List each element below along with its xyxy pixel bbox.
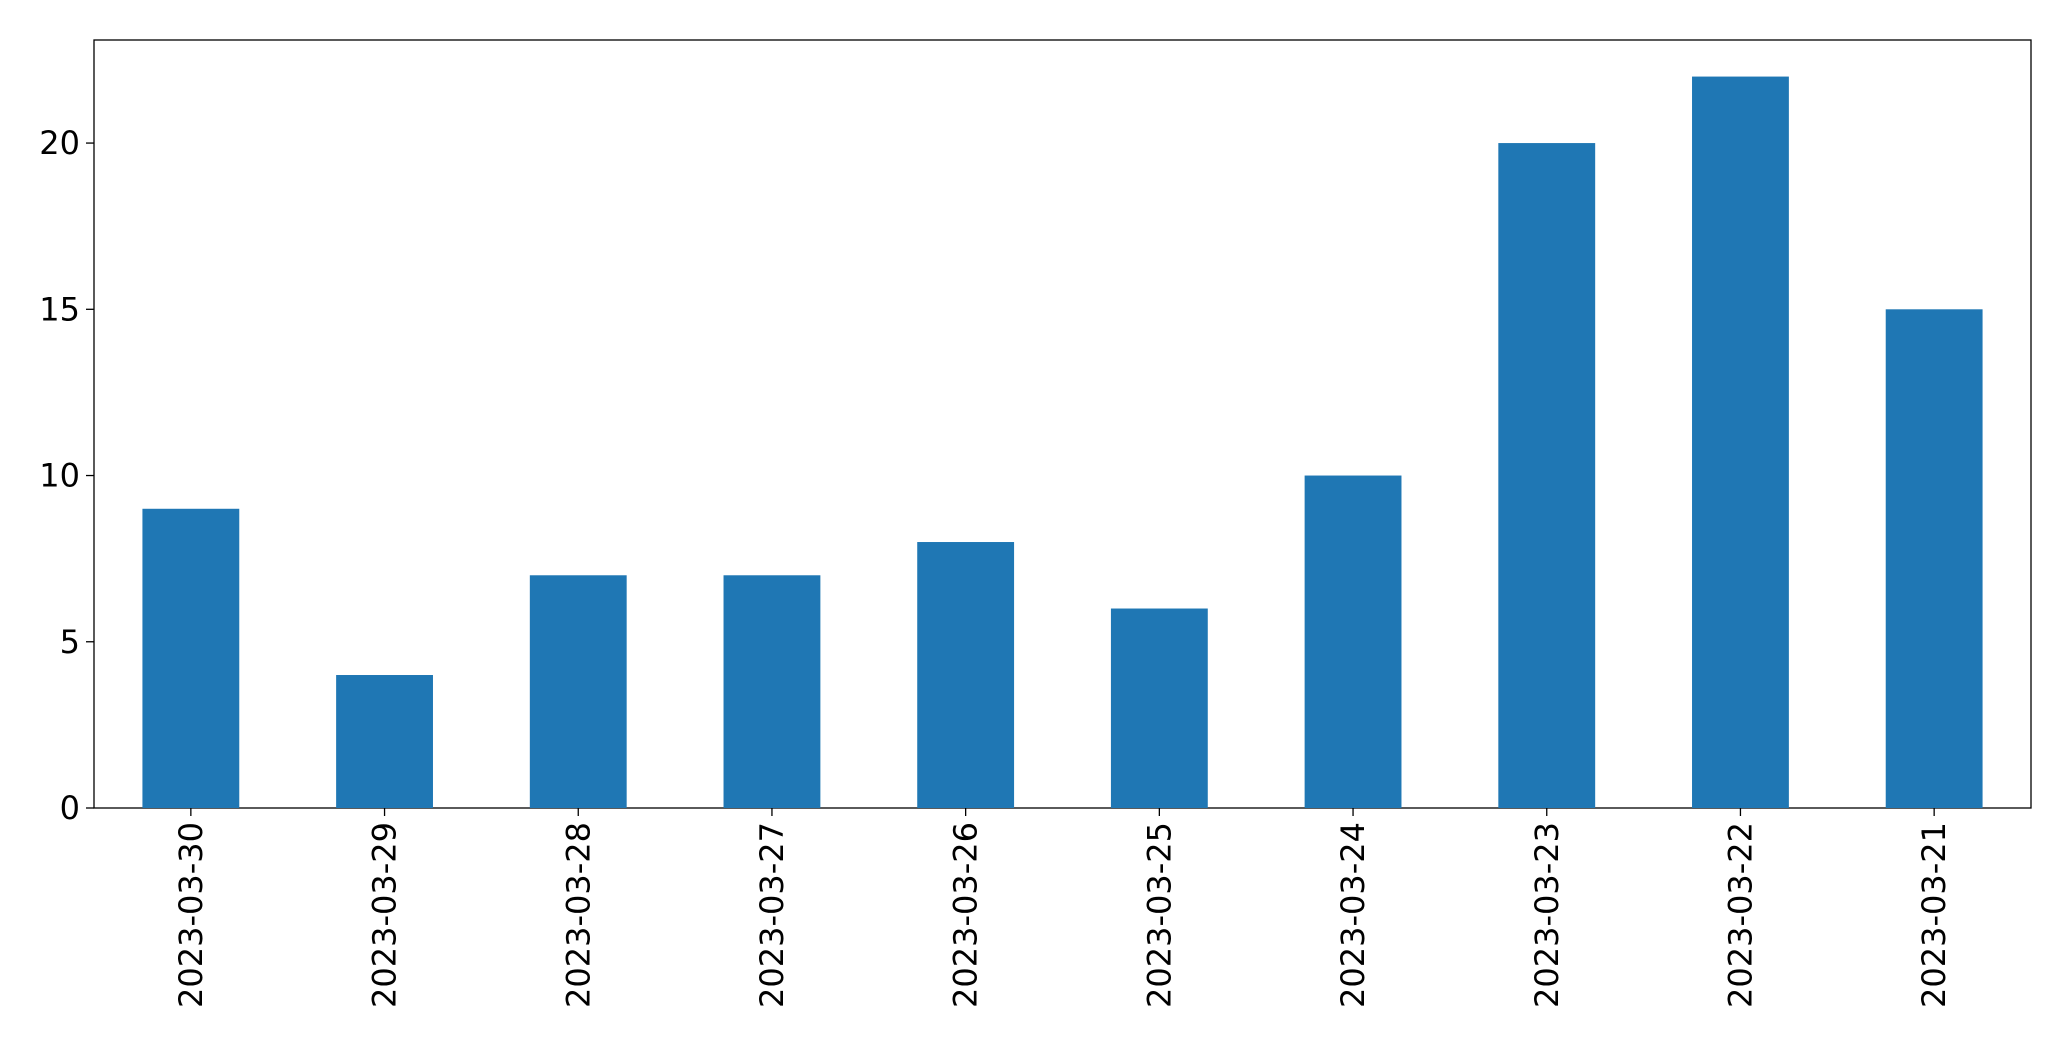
bar: [1885, 309, 1983, 808]
y-tick-label: 20: [39, 124, 80, 162]
x-tick-label: 2023-03-29: [366, 822, 404, 1008]
x-tick-label: 2023-03-24: [1334, 822, 1372, 1008]
x-tick-label: 2023-03-28: [559, 822, 597, 1008]
plot-frame: [93, 39, 2032, 809]
x-tick-label: 2023-03-27: [753, 822, 791, 1008]
x-tick-label: 2023-03-25: [1140, 822, 1178, 1008]
bar: [1498, 143, 1596, 808]
x-tick-label: 2023-03-22: [1721, 822, 1759, 1008]
x-tick-label: 2023-03-23: [1528, 822, 1566, 1008]
y-tick-label: 10: [39, 457, 80, 495]
bar: [1110, 608, 1208, 808]
bar: [336, 675, 433, 808]
bar: [142, 508, 240, 808]
y-tick-label: 5: [60, 623, 80, 661]
bar: [723, 575, 821, 808]
y-tick-label: 15: [39, 290, 80, 328]
x-tick-label: 2023-03-21: [1915, 822, 1953, 1008]
x-tick-label: 2023-03-26: [947, 822, 985, 1008]
bar: [1692, 76, 1789, 809]
bar: [917, 542, 1015, 808]
bar: [529, 575, 627, 808]
x-tick-label: 2023-03-30: [172, 822, 210, 1008]
y-tick-label: 0: [60, 789, 80, 827]
bar: [1304, 475, 1402, 808]
